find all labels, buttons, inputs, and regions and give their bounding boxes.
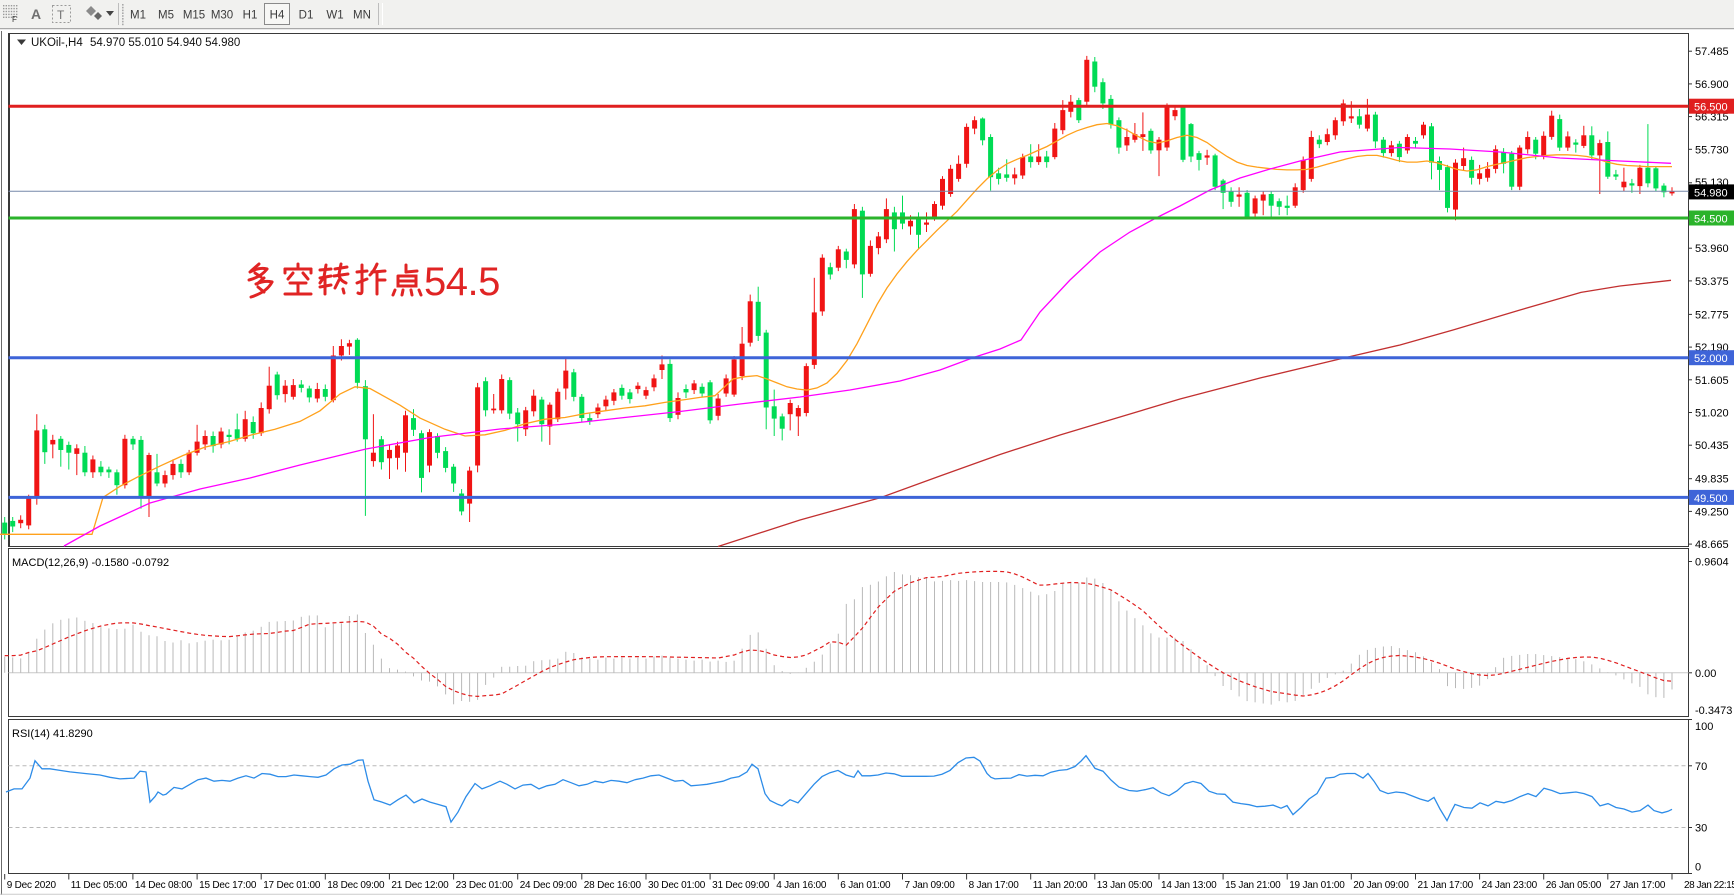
svg-text:56.900: 56.900 — [1695, 79, 1729, 91]
svg-text:30: 30 — [1695, 823, 1707, 835]
svg-text:30 Dec 01:00: 30 Dec 01:00 — [648, 880, 706, 891]
svg-text:28 Jan 22:15: 28 Jan 22:15 — [1684, 880, 1734, 891]
svg-text:48.665: 48.665 — [1695, 539, 1729, 551]
svg-text:24 Jan 23:00: 24 Jan 23:00 — [1482, 880, 1538, 891]
svg-text:H1: H1 — [243, 10, 258, 22]
svg-text:53.960: 53.960 — [1695, 243, 1729, 255]
svg-text:55.730: 55.730 — [1695, 144, 1729, 156]
svg-text:D1: D1 — [299, 10, 314, 22]
svg-text:49.250: 49.250 — [1695, 506, 1729, 518]
svg-text:20 Jan 09:00: 20 Jan 09:00 — [1353, 880, 1409, 891]
svg-text:-0.3473: -0.3473 — [1695, 705, 1732, 717]
svg-text:15 Dec 17:00: 15 Dec 17:00 — [199, 880, 257, 891]
svg-text:21 Jan 17:00: 21 Jan 17:00 — [1418, 880, 1474, 891]
svg-text:54.970 55.010 54.940 54.980: 54.970 55.010 54.940 54.980 — [90, 37, 240, 49]
svg-text:6 Jan 01:00: 6 Jan 01:00 — [840, 880, 891, 891]
svg-text:11 Jan 20:00: 11 Jan 20:00 — [1033, 880, 1088, 891]
svg-text:19 Jan 01:00: 19 Jan 01:00 — [1289, 880, 1345, 891]
svg-text:7 Jan 09:00: 7 Jan 09:00 — [905, 880, 956, 891]
svg-text:52.775: 52.775 — [1695, 309, 1729, 321]
svg-text:MACD(12,26,9) -0.1580 -0.0792: MACD(12,26,9) -0.1580 -0.0792 — [12, 557, 169, 569]
svg-text:54.5: 54.5 — [424, 260, 500, 304]
svg-text:H4: H4 — [270, 10, 285, 22]
svg-text:M5: M5 — [158, 10, 174, 22]
svg-text:14 Jan 13:00: 14 Jan 13:00 — [1161, 880, 1217, 891]
svg-text:W1: W1 — [326, 10, 343, 22]
svg-text:53.375: 53.375 — [1695, 276, 1729, 288]
svg-text:57.485: 57.485 — [1695, 46, 1729, 58]
svg-text:54.980: 54.980 — [1694, 187, 1728, 199]
svg-text:50.435: 50.435 — [1695, 440, 1729, 452]
svg-text:MN: MN — [353, 10, 371, 22]
svg-text:26 Jan 05:00: 26 Jan 05:00 — [1546, 880, 1602, 891]
svg-text:9 Dec 2020: 9 Dec 2020 — [7, 880, 57, 891]
svg-text:0.9604: 0.9604 — [1695, 557, 1729, 569]
svg-text:23 Dec 01:00: 23 Dec 01:00 — [456, 880, 514, 891]
svg-text:18 Dec 09:00: 18 Dec 09:00 — [327, 880, 385, 891]
svg-text:8 Jan 17:00: 8 Jan 17:00 — [969, 880, 1020, 891]
svg-text:0.00: 0.00 — [1695, 668, 1716, 680]
svg-text:UKOil-,H4: UKOil-,H4 — [31, 37, 83, 49]
svg-text:17 Dec 01:00: 17 Dec 01:00 — [263, 880, 321, 891]
svg-text:M1: M1 — [130, 10, 146, 22]
svg-text:F: F — [12, 15, 17, 24]
svg-text:M15: M15 — [183, 10, 205, 22]
svg-text:A: A — [31, 6, 41, 22]
svg-text:70: 70 — [1695, 761, 1707, 773]
svg-text:27 Jan 17:00: 27 Jan 17:00 — [1610, 880, 1666, 891]
svg-text:RSI(14) 41.8290: RSI(14) 41.8290 — [12, 728, 93, 740]
svg-text:0: 0 — [1695, 862, 1701, 874]
svg-text:56.315: 56.315 — [1695, 112, 1729, 124]
svg-text:100: 100 — [1695, 721, 1713, 733]
svg-text:11 Dec 05:00: 11 Dec 05:00 — [71, 880, 128, 891]
svg-text:14 Dec 08:00: 14 Dec 08:00 — [135, 880, 193, 891]
svg-text:T: T — [57, 8, 65, 22]
svg-text:31 Dec 09:00: 31 Dec 09:00 — [712, 880, 770, 891]
svg-text:51.020: 51.020 — [1695, 408, 1729, 420]
svg-text:56.500: 56.500 — [1694, 102, 1728, 114]
svg-text:13 Jan 05:00: 13 Jan 05:00 — [1097, 880, 1153, 891]
svg-text:21 Dec 12:00: 21 Dec 12:00 — [391, 880, 449, 891]
svg-text:28 Dec 16:00: 28 Dec 16:00 — [584, 880, 642, 891]
svg-text:24 Dec 09:00: 24 Dec 09:00 — [520, 880, 578, 891]
svg-text:15 Jan 21:00: 15 Jan 21:00 — [1225, 880, 1281, 891]
svg-text:4 Jan 16:00: 4 Jan 16:00 — [776, 880, 827, 891]
svg-text:M30: M30 — [211, 10, 233, 22]
svg-text:51.605: 51.605 — [1695, 375, 1729, 387]
svg-text:52.000: 52.000 — [1694, 353, 1728, 365]
svg-text:49.835: 49.835 — [1695, 474, 1729, 486]
svg-text:49.500: 49.500 — [1694, 493, 1728, 505]
svg-text:54.500: 54.500 — [1694, 214, 1728, 226]
